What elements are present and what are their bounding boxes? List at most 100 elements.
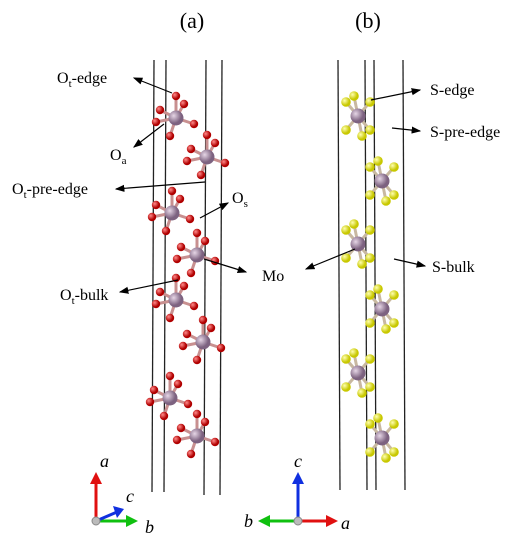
- mo-atom: [350, 365, 366, 381]
- oxygen-atom: [151, 299, 161, 309]
- sulfur-atom: [357, 259, 367, 269]
- axis-label: b: [145, 517, 154, 535]
- oxygen-atom: [176, 423, 186, 433]
- axis-label: c: [126, 486, 134, 506]
- sulfur-atom: [365, 382, 375, 392]
- oxygen-atom: [185, 214, 195, 224]
- mo-atom: [189, 247, 205, 263]
- sulfur-atom: [365, 318, 375, 328]
- panel-label: (b): [355, 8, 381, 33]
- oxygen-atom: [175, 194, 185, 204]
- sulfur-atom: [341, 225, 351, 235]
- sulfur-atom: [341, 97, 351, 107]
- atoms: [145, 91, 399, 463]
- oxygen-atom: [149, 385, 159, 395]
- sulfur-atom: [389, 318, 399, 328]
- oxygen-atom: [186, 449, 196, 459]
- oxygen-atom: [186, 144, 196, 154]
- sulfur-atom: [365, 290, 375, 300]
- oxygen-atom: [176, 242, 186, 252]
- sulfur-atom: [389, 447, 399, 457]
- oxygen-atom: [196, 170, 206, 180]
- mo-atom: [374, 173, 390, 189]
- sulfur-atom: [389, 419, 399, 429]
- oxygen-atom: [155, 287, 165, 297]
- oxygen-atom: [200, 236, 210, 246]
- oxygen-atom: [179, 281, 189, 291]
- annotation: Ot-bulk: [60, 287, 108, 307]
- axis-label: a: [100, 451, 109, 471]
- oxygen-atom: [147, 212, 157, 222]
- sulfur-atom: [365, 447, 375, 457]
- sulfur-atom: [341, 253, 351, 263]
- oxygen-atom: [179, 99, 189, 109]
- oxygen-atom: [189, 119, 199, 129]
- annotation: S-edge: [430, 82, 474, 99]
- sulfur-atom: [389, 162, 399, 172]
- sulfur-atom: [357, 131, 367, 141]
- annotation: Ot-pre-edge: [12, 181, 88, 201]
- oxygen-atom: [165, 131, 175, 141]
- sulfur-atom: [349, 219, 359, 229]
- sulfur-atom: [365, 419, 375, 429]
- annotation: S-pre-edge: [430, 124, 500, 141]
- mo-atom: [199, 149, 215, 165]
- oxygen-atom: [182, 156, 192, 166]
- oxygen-atom: [182, 329, 192, 339]
- sulfur-atom: [365, 253, 375, 263]
- mo-atom: [189, 428, 205, 444]
- oxygen-atom: [178, 341, 188, 351]
- sulfur-atom: [381, 324, 391, 334]
- oxygen-atom: [183, 399, 193, 409]
- oxygen-atom: [145, 397, 155, 407]
- mo-atom: [374, 301, 390, 317]
- sulfur-atom: [373, 284, 383, 294]
- oxygen-atom: [198, 315, 208, 325]
- mo-atom: [195, 334, 211, 350]
- oxygen-atom: [165, 371, 175, 381]
- annotation: Os: [232, 190, 248, 210]
- mo-atom: [168, 292, 184, 308]
- oxygen-atom: [151, 200, 161, 210]
- sulfur-atom: [381, 196, 391, 206]
- sulfur-atom: [349, 348, 359, 358]
- oxygen-atom: [216, 343, 226, 353]
- sulfur-atom: [365, 125, 375, 135]
- oxygen-atom: [172, 254, 182, 264]
- sulfur-atom: [349, 91, 359, 101]
- oxygen-atom: [202, 130, 212, 140]
- mo-atom: [164, 205, 180, 221]
- oxygen-atom: [173, 379, 183, 389]
- oxygen-atom: [206, 323, 216, 333]
- oxygen-atom: [192, 355, 202, 365]
- oxygen-atom: [192, 409, 202, 419]
- sulfur-atom: [373, 413, 383, 423]
- sulfur-atom: [341, 382, 351, 392]
- sulfur-atom: [365, 354, 375, 364]
- annotation: Oa: [110, 147, 127, 167]
- sulfur-atom: [365, 162, 375, 172]
- axis-label: a: [341, 513, 350, 533]
- mo-atom: [168, 110, 184, 126]
- oxygen-atom: [200, 417, 210, 427]
- axis-label: b: [244, 511, 253, 531]
- annotation: S-bulk: [432, 259, 475, 276]
- oxygen-atom: [171, 91, 181, 101]
- oxygen-atom: [189, 301, 199, 311]
- sulfur-atom: [365, 190, 375, 200]
- oxygen-atom: [161, 226, 171, 236]
- mo-atom: [374, 430, 390, 446]
- arrows: [114, 77, 427, 294]
- oxygen-atom: [210, 437, 220, 447]
- mo-atom: [162, 390, 178, 406]
- oxygen-atom: [159, 411, 169, 421]
- annotation: Mo: [262, 268, 284, 285]
- sulfur-atom: [357, 388, 367, 398]
- mo-atom: [350, 236, 366, 252]
- sulfur-atom: [373, 156, 383, 166]
- sulfur-atom: [341, 354, 351, 364]
- oxygen-atom: [151, 117, 161, 127]
- sulfur-atom: [341, 125, 351, 135]
- sulfur-atom: [381, 453, 391, 463]
